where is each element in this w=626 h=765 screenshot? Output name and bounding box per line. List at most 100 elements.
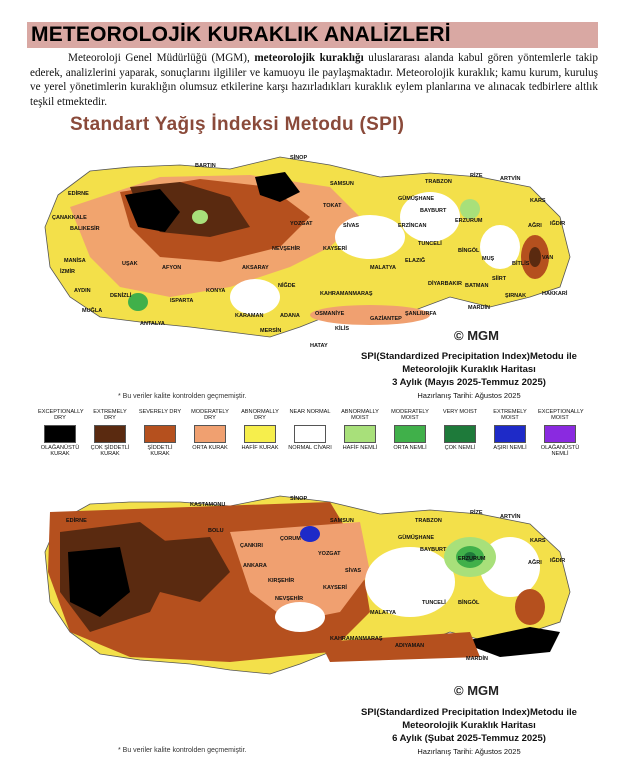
intro-text-2: uluslararası alanda kabul gören yöntemle… [30,52,598,108]
legend-item: ABNORMALLY DRY HAFİF KURAK [238,409,282,451]
city-balikesir: BALIKESİR [70,225,100,232]
map2-city-malatya: MALATYA [370,610,396,616]
map-3-month-graphic: SİNOP BARTIN SAMSUN TRABZON RİZE ARTVİN … [44,154,571,349]
legend-swatch [544,425,576,443]
city-antalya: ANTALYA [140,321,165,327]
legend-swatch [294,425,326,443]
legend-label-tr: OLAĞANÜSTÜ NEMLİ [540,445,580,458]
map2-caption-line2: Meteorolojik Kuraklık Haritası [402,720,536,731]
city-erzincan: ERZİNCAN [398,222,426,229]
map1-moist-2 [128,293,148,311]
legend-swatch [394,425,426,443]
city-gaziantep: GAZİANTEP [370,315,402,322]
city-canakkale: ÇANAKKALE [52,215,87,221]
legend-item: EXCEPTIONALLY DRY OLAĞANÜSTÜ KURAK [38,409,84,458]
map-6-month-graphic: SİNOP KASTAMONU SAMSUN TRABZON RİZE ARTV… [44,495,571,675]
city-adana: ADANA [280,313,300,319]
city-manisa: MANİSA [64,257,86,264]
map2-city-igdir: IĞDIR [550,556,565,564]
map2-city-artvin: ARTVİN [500,513,521,520]
mgm-logo-1: © MGM [454,328,499,343]
city-osmaniye: OSMANİYE [315,310,345,317]
city-kilis: KİLİS [335,325,349,332]
map2-city-kars: KARS [530,538,546,544]
map1-moist-3 [192,210,208,224]
map1-south-orange [310,305,430,325]
map2-city-gumushane: GÜMÜŞHANE [398,534,434,541]
legend-item: MODERATELY DRY ORTA KURAK [188,409,232,451]
city-diyarbakir: DİYARBAKIR [428,280,462,287]
legend-label-en: EXTREMELY DRY [93,409,127,422]
map1-normal-4 [480,225,520,269]
city-rize: RİZE [470,172,483,179]
map2-quality-note: * Bu veriler kalite kontrolden geçmemişt… [118,747,247,754]
city-gumushane: GÜMÜŞHANE [398,195,434,202]
map2-caption-line3: 6 Aylık (Şubat 2025-Temmuz 2025) [392,733,546,744]
city-sinop: SİNOP [290,154,307,161]
legend-swatch [94,425,126,443]
map1-normal-2 [400,192,460,242]
legend-label-en: VERY MOIST [442,409,478,415]
intro-text-1: Meteoroloji Genel Müdürlüğü (MGM), [68,52,255,64]
city-aydin: AYDIN [74,288,91,294]
city-kayseri: KAYSERİ [323,245,347,252]
drought-map-6-month: SİNOP KASTAMONU SAMSUN TRABZON RİZE ARTV… [30,492,598,762]
map2-city-samsun: SAMSUN [330,518,354,524]
legend-label-tr: ORTA KURAK [192,445,228,451]
map1-caption-line3: 3 Aylık (Mayıs 2025-Temmuz 2025) [392,377,546,388]
city-bitlis: BİTLİS [512,260,530,267]
city-trabzon: TRABZON [425,179,452,185]
map1-normal-3 [230,279,280,315]
legend-label-tr: HAFİF NEMLİ [342,445,378,451]
city-edirne: EDİRNE [68,190,89,197]
legend-label-en: EXTREMELY MOIST [493,409,527,422]
city-bartin: BARTIN [195,163,216,169]
map2-moist-3 [464,552,476,562]
map2-caption: SPI(Standardized Precipitation Index)Met… [340,706,598,758]
city-malatya: MALATYA [370,265,396,271]
intro-paragraph: Meteoroloji Genel Müdürlüğü (MGM), meteo… [30,51,598,109]
map2-normal-2 [365,547,455,617]
city-hakkari: HAKKARİ [542,290,568,297]
map2-city-erzurum: ERZURUM [458,556,486,562]
legend-label-tr: NORMAL CİVARI [288,445,332,451]
legend-label-tr: ŞİDDETLİ KURAK [147,445,173,458]
city-tunceli: TUNCELİ [418,240,442,247]
map1-moist-1 [460,199,480,219]
legend-label-en: MODERATELY DRY [191,409,229,422]
map2-south-exceptional [460,627,560,657]
map2-caption-line1: SPI(Standardized Precipitation Index)Met… [361,707,577,718]
map1-normal-1 [335,215,405,259]
map2-city-corum: ÇORUM [280,536,301,542]
city-samsun: SAMSUN [330,181,354,187]
city-denizli: DENİZLİ [110,292,132,299]
city-sivas: SİVAS [343,222,359,229]
city-siirt: SİİRT [492,275,507,282]
map2-city-bolu: BOLU [208,528,224,534]
map2-city-sinop: SİNOP [290,495,307,502]
section-title: Standart Yağış İndeksi Metodu (SPI) [70,114,405,135]
map1-quality-note: * Bu veriler kalite kontrolden geçmemişt… [118,393,247,400]
city-bayburt: BAYBURT [420,208,447,214]
map2-zone-exceptional [68,547,130,617]
map2-city-edirne: EDİRNE [66,517,87,524]
map2-zone-extreme-2 [150,537,230,602]
legend-label-tr: AŞIRI NEMLİ [493,445,527,451]
map1-zone-exceptional [125,189,180,232]
map2-city-kahramanmaras: KAHRAMANMARAŞ [330,636,383,642]
legend-label-en: ABNORMALLY MOIST [341,409,379,422]
city-tokat: TOKAT [323,203,342,209]
city-mugla: MUĞLA [82,306,102,314]
city-kahramanmaras: KAHRAMANMARAŞ [320,291,373,297]
legend-label-en: EXCEPTIONALLY MOIST [538,409,584,422]
city-konya: KONYA [206,288,225,294]
city-nigde: NİĞDE [278,281,296,289]
legend-swatch [194,425,226,443]
map1-zone-exceptional-2 [255,172,300,202]
city-igdir: IĞDIR [550,219,565,227]
legend-label-en: NEAR NORMAL [289,409,331,415]
city-sirnak: ŞIRNAK [505,293,526,299]
map2-city-trabzon: TRABZON [415,518,442,524]
intro-bold: meteorolojik kuraklığı [254,52,364,64]
city-karaman: KARAMAN [235,313,263,319]
